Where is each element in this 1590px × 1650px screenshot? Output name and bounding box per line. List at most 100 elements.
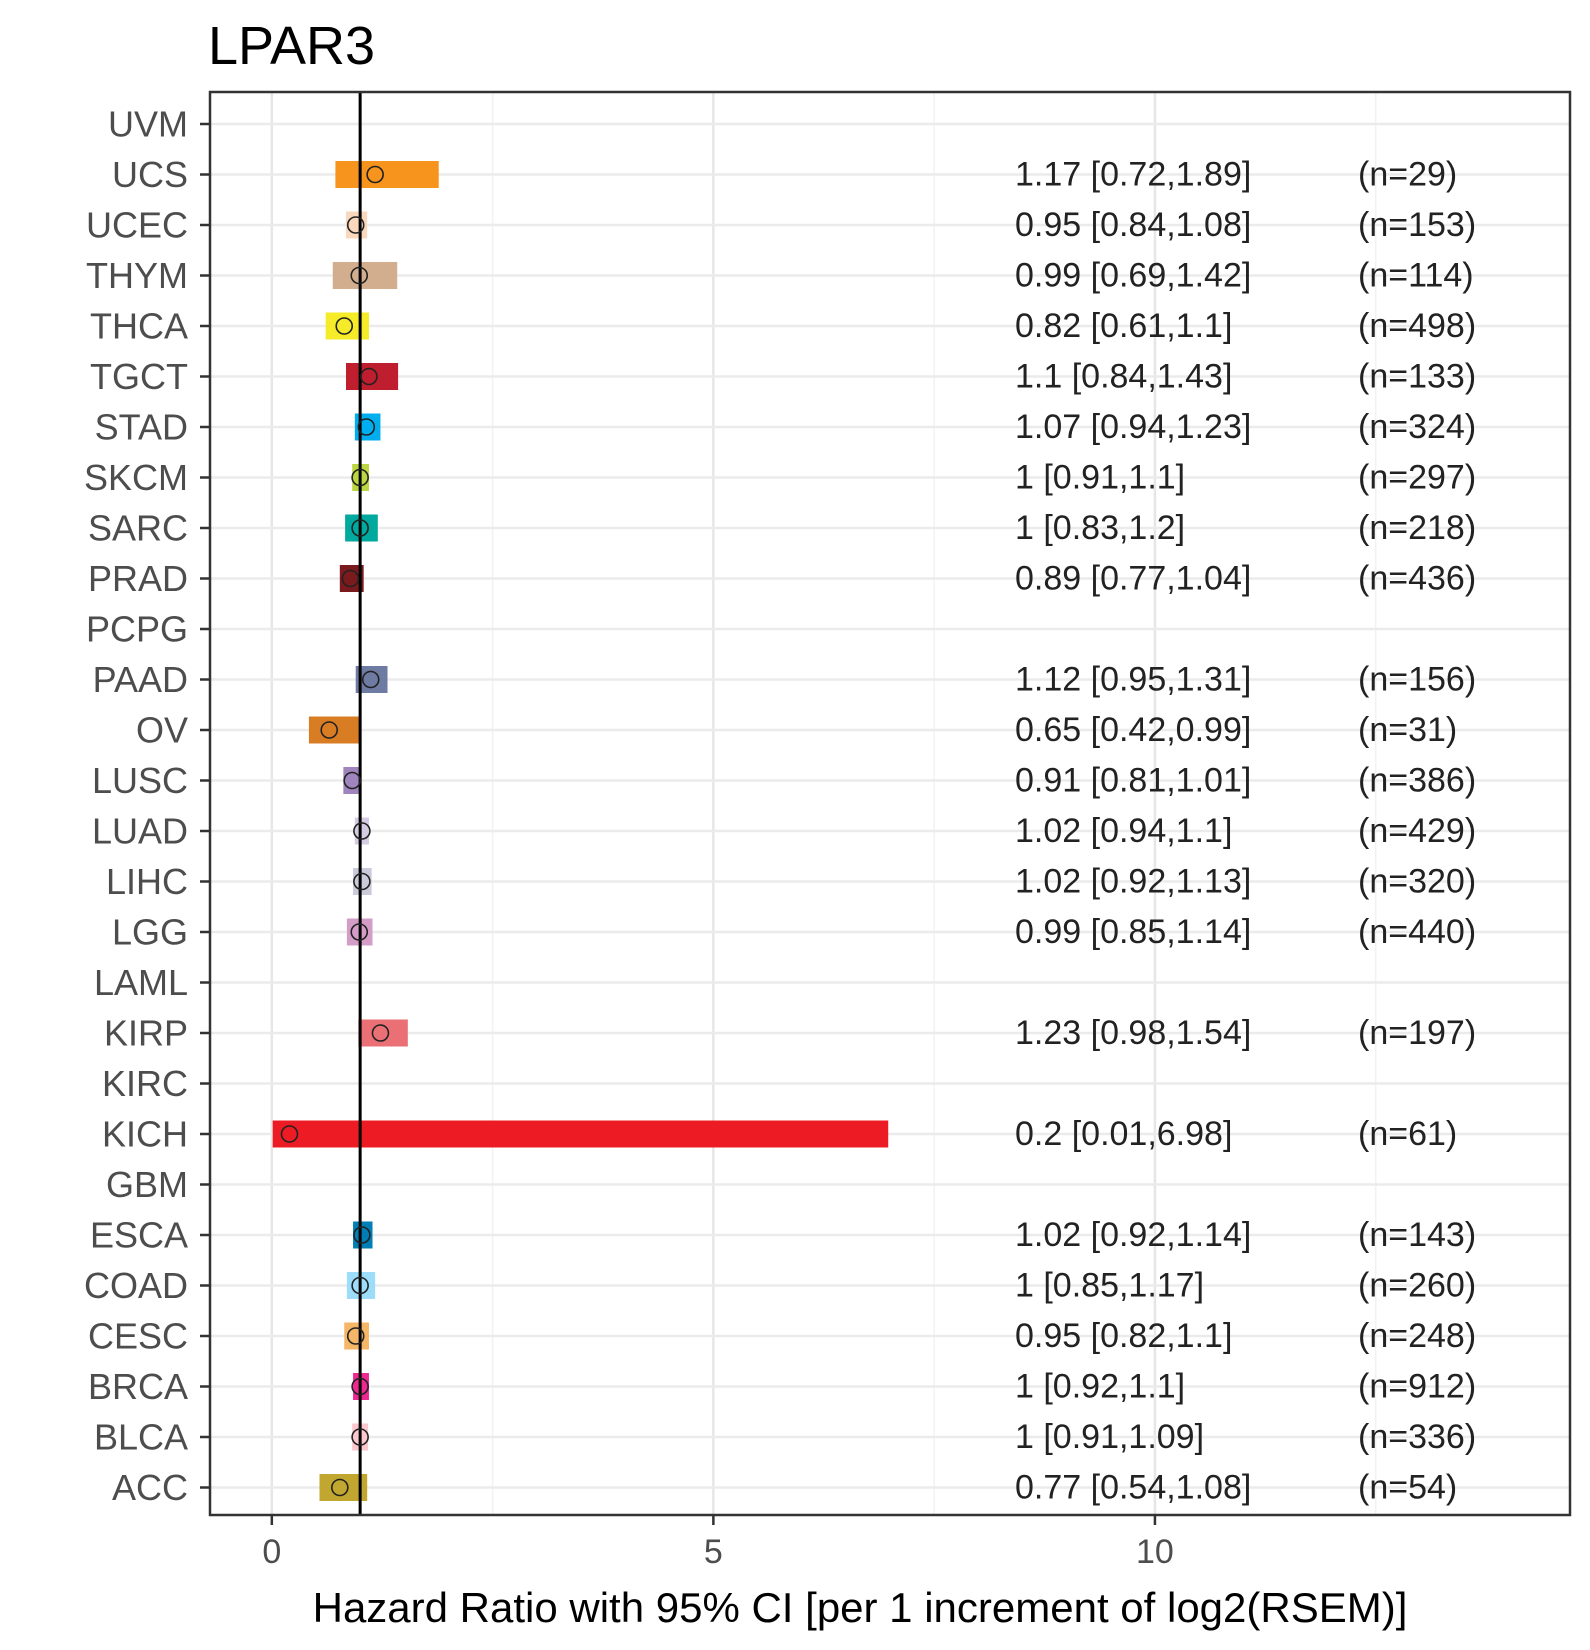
hr-points [280, 165, 390, 1497]
n-label-kirp: (n=197) [1358, 1014, 1476, 1052]
y-tick-label-kirc: KIRC [102, 1063, 188, 1104]
n-label-acc: (n=54) [1358, 1469, 1457, 1507]
n-label-coad: (n=260) [1358, 1267, 1476, 1305]
y-tick-label-paad: PAAD [93, 659, 188, 700]
y-tick-label-esca: ESCA [90, 1215, 188, 1256]
hr-point-ucs [366, 165, 384, 184]
y-tick-label-tgct: TGCT [90, 356, 188, 397]
hr-point-ov [320, 721, 339, 739]
hr-label-sarc: 1 [0.83,1.2] [1015, 509, 1185, 547]
hr-point-stad [357, 418, 376, 436]
n-label-kich: (n=61) [1358, 1115, 1457, 1153]
n-label-lusc: (n=386) [1358, 762, 1476, 800]
ci-bar-ov [308, 716, 360, 744]
hr-point-thca [335, 317, 354, 335]
n-label-sarc: (n=218) [1358, 509, 1476, 547]
n-label-ucec: (n=153) [1358, 206, 1476, 244]
hr-point-blca [351, 1428, 369, 1446]
hr-label-skcm: 1 [0.91,1.1] [1015, 459, 1185, 497]
y-tick-label-coad: COAD [84, 1265, 188, 1306]
hr-label-ucs: 1.17 [0.72,1.89] [1015, 156, 1251, 194]
hr-point-paad [361, 670, 380, 689]
y-tick-label-uvm: UVM [108, 104, 188, 145]
n-label-lihc: (n=320) [1358, 863, 1476, 901]
ci-bar-thym [332, 262, 398, 289]
hr-label-thym: 0.99 [0.69,1.42] [1015, 257, 1251, 295]
y-tick-label-ucec: UCEC [86, 205, 188, 246]
hr-label-ov: 0.65 [0.42,0.99] [1015, 711, 1251, 749]
grid-lines [210, 92, 1570, 1515]
y-tick-label-ov: OV [136, 710, 188, 751]
chart-title: LPAR3 [208, 16, 375, 76]
hr-point-cesc [346, 1327, 365, 1345]
y-tick-label-acc: ACC [112, 1467, 188, 1508]
y-tick-label-prad: PRAD [88, 558, 188, 599]
hr-label-thca: 0.82 [0.61,1.1] [1015, 307, 1232, 345]
hr-point-acc [331, 1478, 349, 1497]
y-tick-label-kich: KICH [102, 1114, 188, 1155]
hr-label-brca: 1 [0.92,1.1] [1015, 1368, 1185, 1406]
hr-point-kirp [371, 1024, 390, 1042]
n-label-stad: (n=324) [1358, 408, 1476, 446]
ci-bars [272, 161, 889, 1501]
annotations: 1.17 [0.72,1.89] (n=29) 0.95 [0.84,1.08] (n… [1015, 156, 1476, 1507]
y-tick-label-kirp: KIRP [104, 1013, 188, 1054]
n-label-thym: (n=114) [1358, 257, 1474, 295]
y-tick-label-lgg: LGG [112, 912, 188, 953]
n-label-ucs: (n=29) [1358, 156, 1457, 194]
ci-bar-kich [272, 1120, 889, 1148]
ci-bar-thca [325, 312, 369, 340]
y-tick-label-pcpg: PCPG [86, 609, 188, 650]
hr-label-esca: 1.02 [0.92,1.14] [1015, 1216, 1251, 1254]
n-label-brca: (n=912) [1358, 1368, 1476, 1406]
n-label-lgg: (n=440) [1358, 913, 1476, 951]
n-label-thca: (n=498) [1358, 307, 1476, 345]
y-tick-label-laml: LAML [94, 962, 188, 1003]
ci-bar-luad [354, 817, 369, 845]
ci-bar-ucs [335, 161, 439, 188]
hr-label-lihc: 1.02 [0.92,1.13] [1015, 863, 1251, 901]
hr-point-lihc [353, 872, 371, 891]
hr-point-luad [353, 822, 371, 840]
hr-label-kirp: 1.23 [0.98,1.54] [1015, 1014, 1251, 1052]
hr-label-blca: 1 [0.91,1.09] [1015, 1418, 1204, 1456]
hr-label-coad: 1 [0.85,1.17] [1015, 1267, 1204, 1305]
hr-point-coad [351, 1276, 369, 1295]
hr-point-esca [353, 1226, 371, 1244]
y-tick-label-stad: STAD [95, 407, 188, 448]
x-tick-label: 0 [262, 1533, 281, 1571]
n-label-cesc: (n=248) [1358, 1317, 1476, 1355]
y-tick-label-gbm: GBM [106, 1164, 188, 1205]
hr-point-tgct [360, 367, 378, 386]
hr-point-thym [350, 266, 369, 285]
hr-label-lgg: 0.99 [0.85,1.14] [1015, 913, 1251, 951]
ci-bar-tgct [346, 363, 399, 390]
hr-label-kich: 0.2 [0.01,6.98] [1015, 1115, 1232, 1153]
x-tick-label: 5 [704, 1533, 723, 1571]
hr-label-paad: 1.12 [0.95,1.31] [1015, 661, 1251, 699]
axes: UVM UCS UCEC THYM THCA TGCT STAD SKCM SARC PRAD PC… [84, 90, 1572, 1571]
hr-point-sarc [351, 519, 369, 537]
hr-label-luad: 1.02 [0.94,1.1] [1015, 812, 1232, 850]
hr-label-lusc: 0.91 [0.81,1.01] [1015, 762, 1251, 800]
hr-point-kich [280, 1125, 299, 1143]
n-label-ov: (n=31) [1358, 711, 1457, 749]
n-label-paad: (n=156) [1358, 661, 1476, 699]
ci-bar-kirp [358, 1019, 408, 1047]
y-tick-label-ucs: UCS [112, 154, 188, 195]
hr-point-lusc [343, 771, 361, 790]
hr-label-cesc: 0.95 [0.82,1.1] [1015, 1317, 1232, 1355]
n-label-blca: (n=336) [1358, 1418, 1476, 1456]
hr-label-ucec: 0.95 [0.84,1.08] [1015, 206, 1251, 244]
y-tick-label-thym: THYM [86, 255, 188, 296]
hr-point-brca [351, 1377, 369, 1396]
n-label-prad: (n=436) [1358, 560, 1476, 598]
hr-label-acc: 0.77 [0.54,1.08] [1015, 1469, 1251, 1507]
y-tick-label-brca: BRCA [88, 1366, 188, 1407]
hr-label-stad: 1.07 [0.94,1.23] [1015, 408, 1251, 446]
y-tick-label-lihc: LIHC [106, 861, 188, 902]
y-tick-label-luad: LUAD [92, 811, 188, 852]
n-label-luad: (n=429) [1358, 812, 1476, 850]
y-tick-label-skcm: SKCM [84, 457, 188, 498]
